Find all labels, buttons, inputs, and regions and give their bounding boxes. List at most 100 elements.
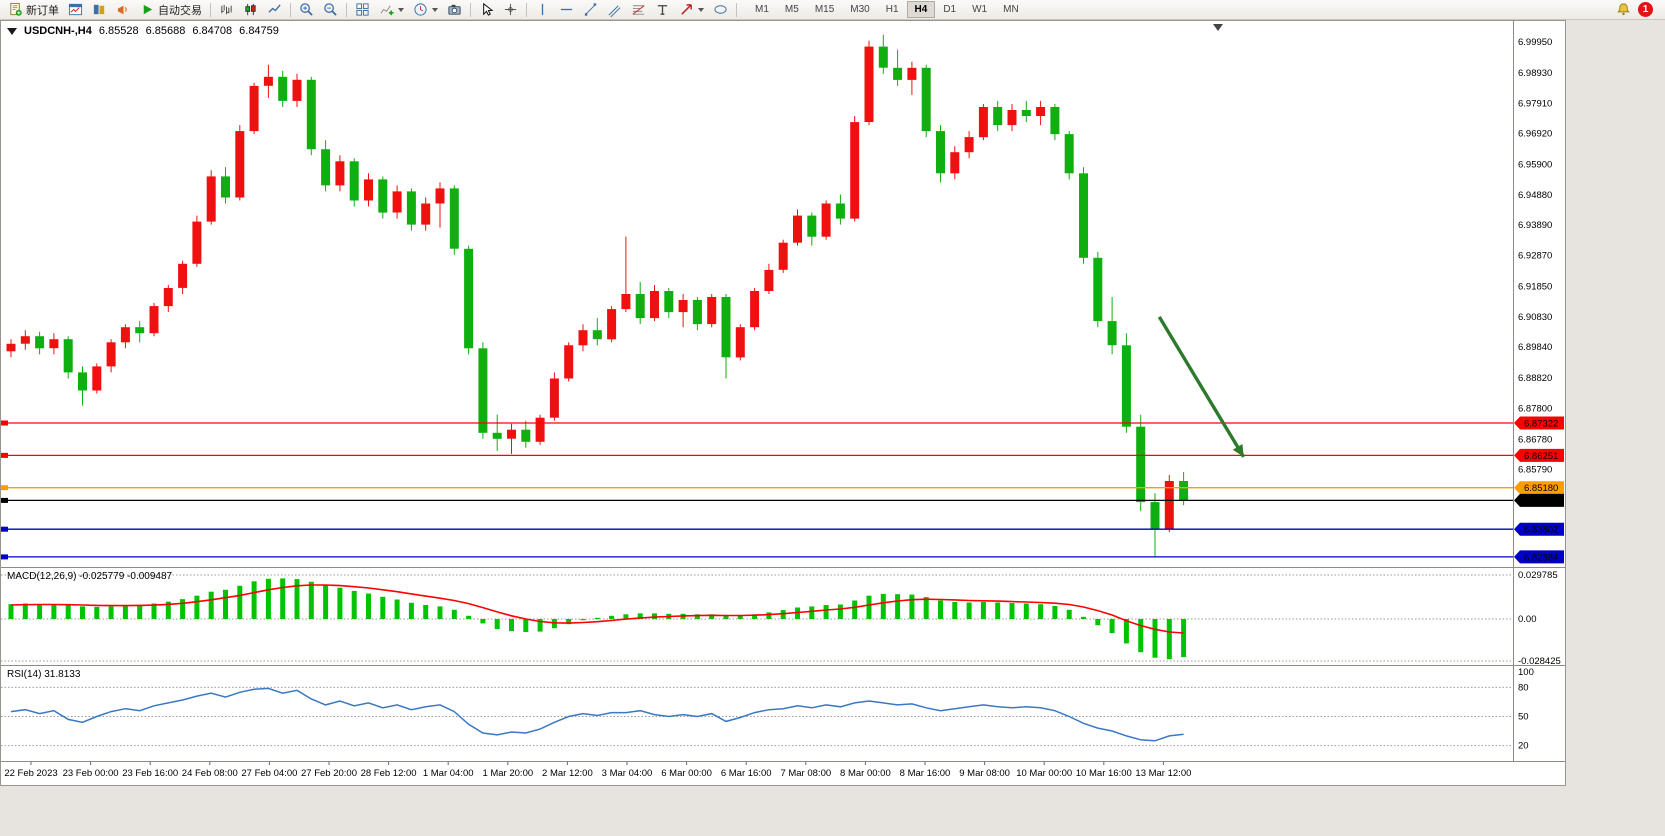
macd-histogram-bar	[694, 614, 700, 619]
trendline-tool-button[interactable]	[579, 1, 602, 19]
notification-badge[interactable]: 1	[1638, 2, 1653, 17]
cursor-tool-button[interactable]	[475, 1, 498, 19]
candle-body	[507, 429, 516, 439]
price-axis-label: 6.91850	[1518, 282, 1552, 293]
timeframe-button-mn[interactable]: MN	[995, 1, 1027, 18]
toolbar-separator	[736, 2, 737, 17]
candle-body	[1136, 426, 1146, 503]
profiles-button[interactable]	[88, 1, 111, 19]
candle-body	[521, 429, 531, 442]
bell-icon	[1617, 3, 1630, 16]
screenshot-button[interactable]	[443, 1, 466, 19]
price-line-anchor[interactable]	[1, 497, 8, 503]
vertical-line-tool-button[interactable]	[531, 1, 554, 19]
text-tool-button[interactable]	[651, 1, 674, 19]
price-tag	[1514, 522, 1564, 536]
timeframe-button-m15[interactable]: M15	[807, 1, 842, 18]
macd-signal-line	[10, 584, 1184, 634]
indicators-button[interactable]	[375, 1, 408, 19]
channel-tool-button[interactable]	[603, 1, 626, 19]
candle-body	[535, 417, 545, 442]
macd-histogram-bar	[1123, 619, 1129, 644]
price-line-anchor[interactable]	[1, 554, 8, 560]
candle-body	[421, 203, 431, 225]
timeframe-button-m1[interactable]: M1	[747, 1, 777, 18]
timeframe-button-m5[interactable]: M5	[777, 1, 807, 18]
timeframe-button-w1[interactable]: W1	[964, 1, 995, 18]
candle-body	[1164, 481, 1174, 530]
macd-histogram-bar	[308, 581, 314, 619]
macd-histogram-bar	[1023, 603, 1029, 619]
macd-histogram-bar	[852, 600, 858, 619]
rsi-axis-label: 80	[1518, 682, 1529, 693]
new-order-button[interactable]: 新订单	[4, 1, 63, 19]
candle-body	[49, 339, 59, 349]
price-line-anchor[interactable]	[1, 526, 8, 532]
horizontal-line-tool-button[interactable]	[555, 1, 578, 19]
price-line-anchor[interactable]	[1, 452, 8, 458]
chart-background[interactable]	[1, 21, 1565, 785]
candle-body	[149, 306, 159, 334]
candle-body	[1121, 345, 1131, 427]
macd-histogram-bar	[1066, 609, 1072, 619]
candle-body	[364, 179, 373, 201]
candle-body	[1150, 502, 1160, 530]
alerts-button[interactable]	[112, 1, 135, 19]
price-axis-label: 6.93890	[1518, 220, 1552, 231]
macd-histogram-bar	[351, 590, 357, 619]
candle-body	[621, 294, 631, 310]
autotrading-button[interactable]: 自动交易	[136, 1, 206, 19]
price-line-anchor[interactable]	[1, 485, 8, 491]
candle-body	[464, 248, 474, 349]
timeframe-button-h4[interactable]: H4	[906, 1, 936, 18]
candle-body	[1079, 173, 1088, 258]
arrows-tool-button[interactable]	[675, 1, 708, 19]
macd-histogram-bar	[709, 614, 715, 619]
macd-histogram-bar	[1095, 619, 1101, 626]
macd-histogram-bar	[723, 615, 729, 619]
price-line-anchor[interactable]	[1, 420, 8, 426]
macd-histogram-bar	[1052, 606, 1058, 619]
macd-axis-label: -0.028425	[1518, 656, 1561, 667]
fibonacci-tool-button[interactable]	[627, 1, 650, 19]
zoom-in-button[interactable]	[295, 1, 318, 19]
macd-histogram-bar	[165, 601, 171, 619]
chart-window[interactable]: 0.029785 0.00 -0.028425 100 80 50 20 6.99950 6.9…	[0, 20, 1566, 786]
time-axis-label: 9 Mar 08:00	[959, 768, 1010, 779]
candle-body	[721, 297, 731, 358]
macd-histogram-bar	[265, 578, 271, 619]
candle-body	[607, 309, 617, 340]
timeframe-button-h1[interactable]: H1	[878, 1, 907, 18]
chart-shift-marker[interactable]	[1213, 24, 1223, 31]
macd-histogram-bar	[1166, 619, 1172, 660]
dropdown-caret-icon	[398, 7, 404, 12]
candle-body	[764, 269, 774, 291]
macd-axis-label: 0.029785	[1518, 570, 1558, 581]
bar-chart-mode-button[interactable]	[215, 1, 238, 19]
timeframe-button-d1[interactable]: D1	[935, 1, 964, 18]
trend-arrow[interactable]	[1157, 316, 1246, 458]
macd-histogram-bar	[980, 602, 986, 619]
candlestick-mode-button[interactable]	[239, 1, 262, 19]
zoom-out-button[interactable]	[319, 1, 342, 19]
periods-button[interactable]	[409, 1, 442, 19]
price-tag-label: 6.85180	[1524, 483, 1558, 494]
line-chart-mode-button[interactable]	[263, 1, 286, 19]
crosshair-tool-button[interactable]	[499, 1, 522, 19]
shapes-tool-button[interactable]	[709, 1, 732, 19]
candle-body	[321, 149, 331, 186]
macd-histogram-bar	[294, 579, 300, 619]
macd-histogram-bar	[752, 614, 758, 619]
timeframe-button-m30[interactable]: M30	[842, 1, 877, 18]
candle-body	[478, 348, 488, 433]
candle-body	[378, 179, 388, 213]
new-chart-button[interactable]	[64, 1, 87, 19]
price-axis-label: 6.86780	[1518, 434, 1552, 445]
macd-histogram-bar	[237, 585, 243, 619]
tile-windows-icon	[356, 3, 369, 16]
candle-body	[564, 345, 574, 379]
one-click-trading-toggle[interactable]	[7, 27, 17, 35]
tile-windows-button[interactable]	[351, 1, 374, 19]
notifications-button[interactable]	[1612, 1, 1635, 19]
